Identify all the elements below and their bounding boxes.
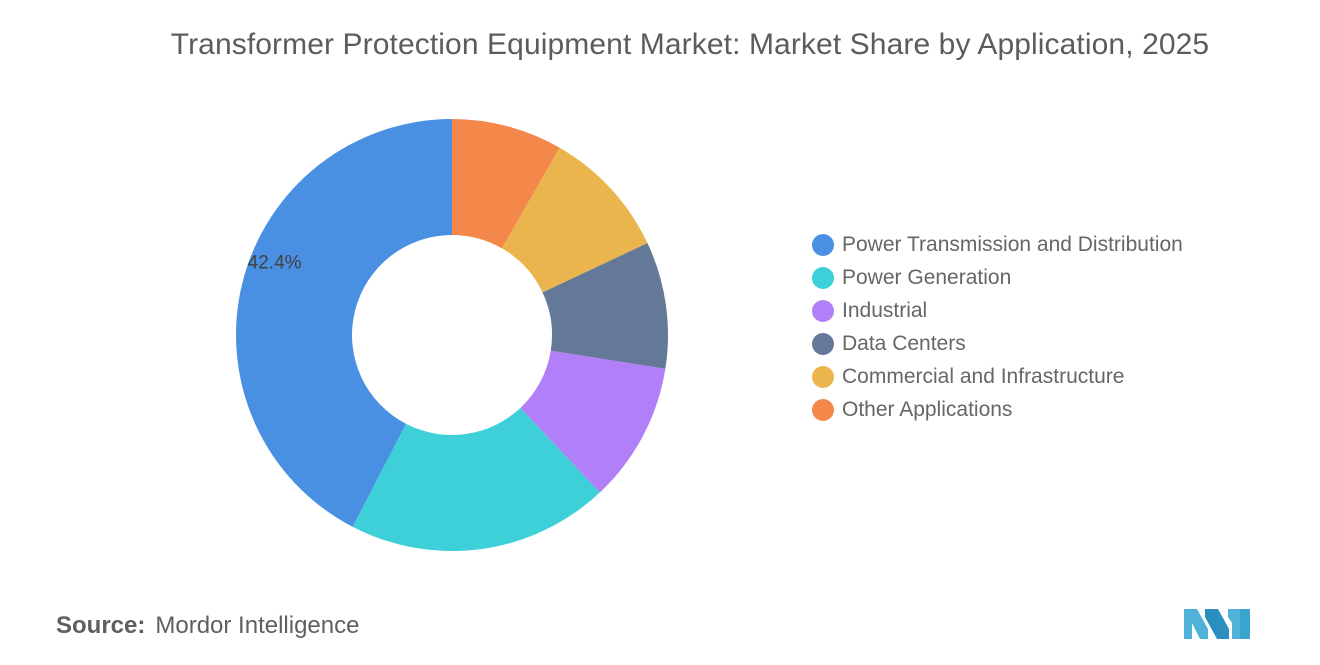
slice-power-transmission-and-distribution xyxy=(236,119,452,527)
legend-label: Industrial xyxy=(842,298,928,322)
legend-item: Other Applications xyxy=(812,393,1292,426)
legend-swatch xyxy=(812,398,834,421)
legend-swatch xyxy=(812,266,834,289)
legend-label: Data Centers xyxy=(842,331,966,355)
slice-industrial xyxy=(520,350,666,493)
legend-swatch xyxy=(812,299,834,322)
slice-other-applications xyxy=(452,119,560,249)
legend-item: Commercial and Infrastructure xyxy=(812,360,1292,393)
legend-item: Power Generation xyxy=(812,261,1292,294)
slice-commercial-and-infrastructure xyxy=(501,147,648,293)
chart-title: Transformer Protection Equipment Market:… xyxy=(170,28,1210,61)
legend-label: Other Applications xyxy=(842,397,1013,421)
chart-legend: Power Transmission and Distribution Power… xyxy=(812,228,1292,426)
legend-item: Data Centers xyxy=(812,327,1292,360)
legend-item: Power Transmission and Distribution xyxy=(812,228,1292,261)
legend-swatch xyxy=(812,365,834,388)
source-text: Mordor Intelligence xyxy=(155,612,360,639)
slice-labels: 42.4% xyxy=(248,253,302,274)
legend-item: Industrial xyxy=(812,294,1292,327)
slice-value-label: 42.4% xyxy=(248,253,302,274)
mordor-intelligence-logo-icon xyxy=(1184,609,1250,639)
legend-swatch xyxy=(812,233,834,256)
slice-data-centers xyxy=(542,243,668,369)
source-label: Source: xyxy=(56,612,146,639)
legend-label: Commercial and Infrastructure xyxy=(842,364,1125,388)
source-note: Source: Mordor Intelligence xyxy=(56,612,359,640)
legend-swatch xyxy=(812,332,834,355)
legend-label: Power Generation xyxy=(842,265,1012,289)
slice-power-generation xyxy=(352,407,600,551)
legend-label: Power Transmission and Distribution xyxy=(842,232,1183,256)
donut-slices xyxy=(236,119,668,551)
